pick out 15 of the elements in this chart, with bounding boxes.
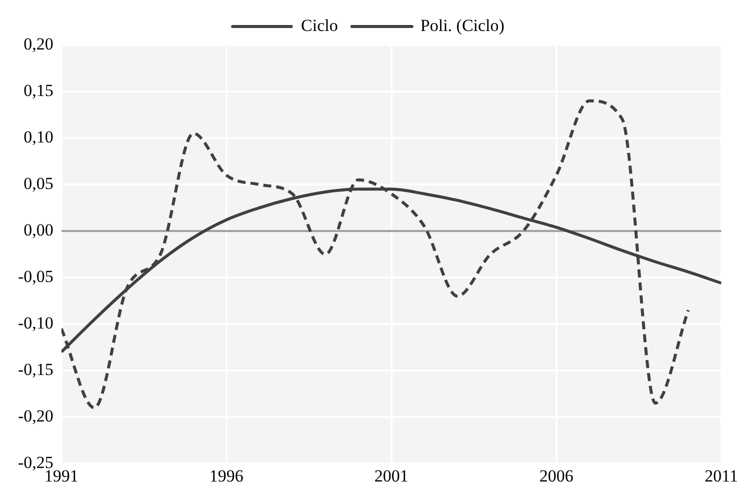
legend-label: Poli. (Ciclo) xyxy=(420,16,504,35)
y-tick-label: -0,10 xyxy=(18,314,54,333)
x-tick-label: 1996 xyxy=(209,466,244,486)
y-tick-label: 0,10 xyxy=(24,127,54,146)
y-tick-label: -0,05 xyxy=(18,267,54,286)
y-tick-label: 0,15 xyxy=(24,80,54,100)
y-tick-label: 0,00 xyxy=(24,220,54,240)
y-tick-label: 0,20 xyxy=(24,34,54,54)
x-tick-label: 2011 xyxy=(704,466,738,486)
y-tick-label: -0,15 xyxy=(18,360,54,380)
y-tick-label: -0,20 xyxy=(18,406,54,426)
x-tick-label: 2001 xyxy=(374,466,408,486)
y-tick-label: 0,05 xyxy=(24,174,54,193)
x-tick-label: 2006 xyxy=(539,466,574,486)
legend-label: Ciclo xyxy=(301,16,338,35)
